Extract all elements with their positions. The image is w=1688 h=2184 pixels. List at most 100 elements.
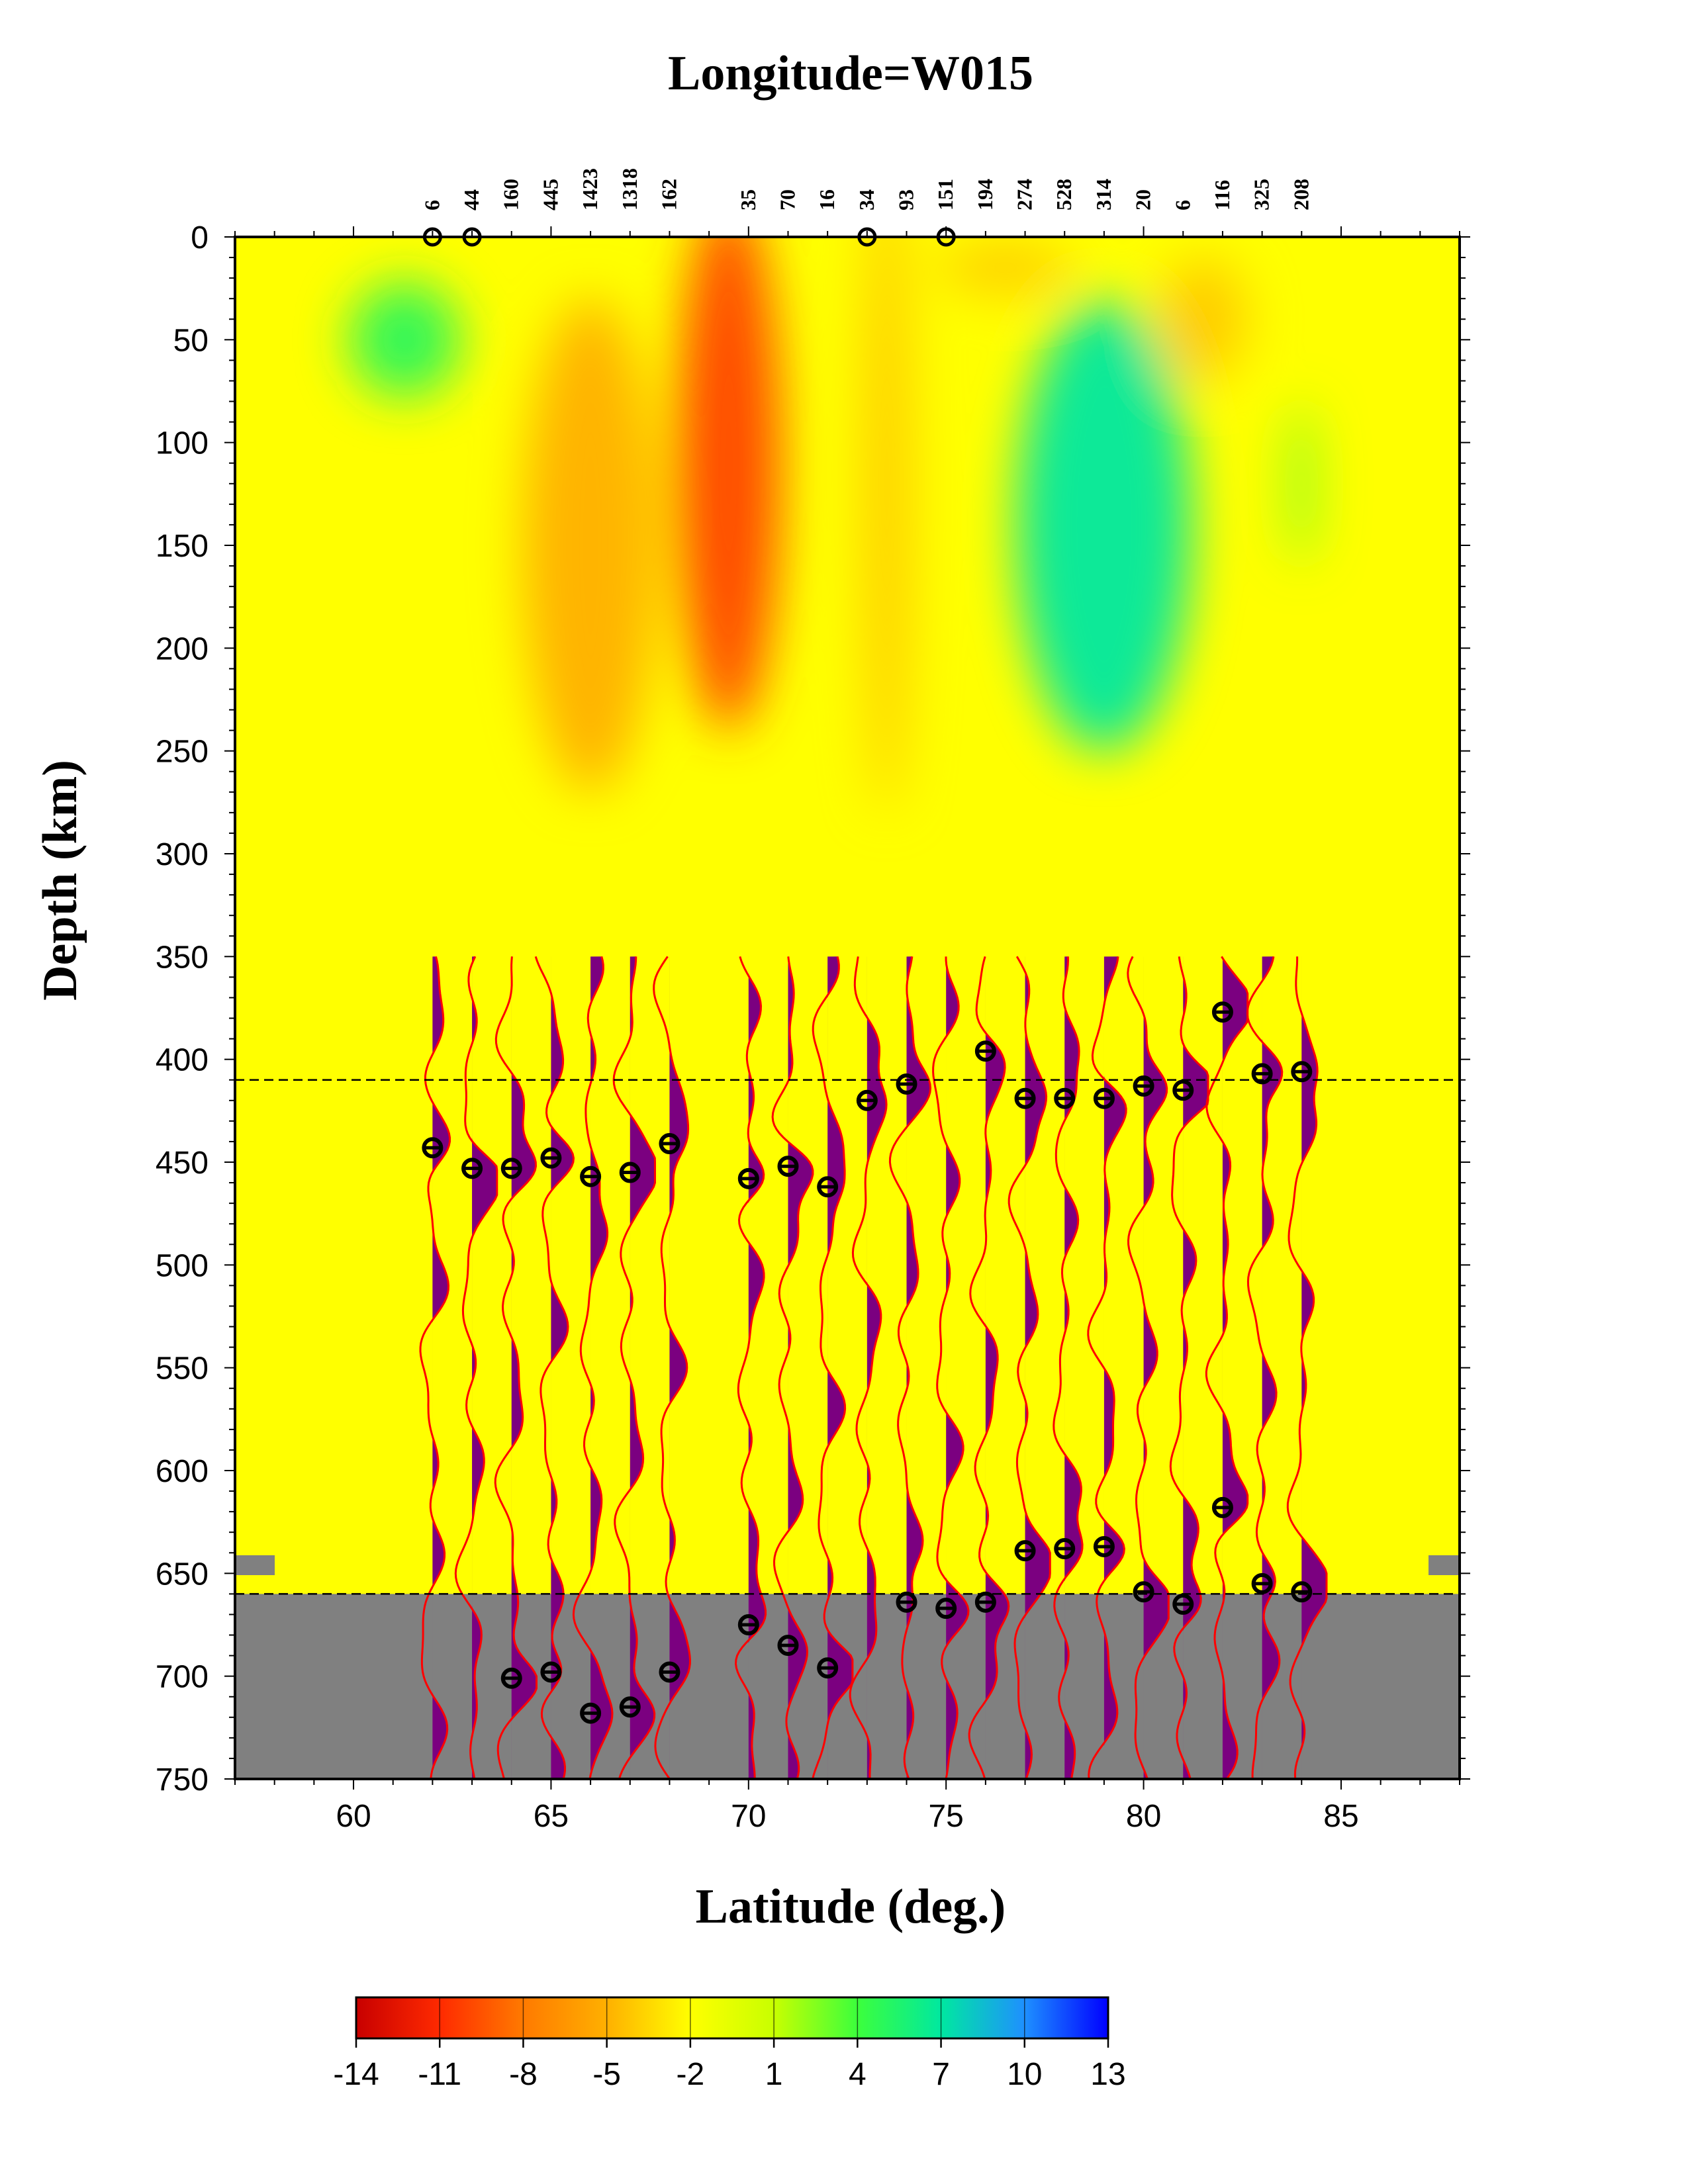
chart-title: Longitude=W015 [668, 46, 1033, 101]
pick-marker [1133, 1581, 1154, 1603]
trace-count-label: 16 [815, 189, 839, 210]
trace-line [888, 956, 932, 1779]
velocity-anomaly [1289, 401, 1314, 567]
colorbar-tick-label: 13 [1090, 2057, 1125, 2092]
pick-marker [777, 1635, 799, 1657]
pick-marker [580, 1165, 602, 1187]
trace-line [1053, 956, 1084, 1779]
y-tick-label: 700 [156, 1660, 209, 1695]
pick-marker [500, 1667, 522, 1689]
pick-marker [461, 1158, 483, 1179]
pick-marker [737, 1614, 759, 1635]
colorbar-ticks: -14 -11 -8 -5 -2 1 4 7 10 13 [333, 1997, 1126, 2092]
y-tick-label: 600 [156, 1454, 209, 1489]
trace-count-label: 151 [933, 179, 957, 210]
y-tick-label: 150 [156, 529, 209, 564]
trace-positive-fill [1262, 956, 1282, 1779]
colorbar-tick-label: -11 [418, 2057, 461, 2092]
axis-ticks [224, 226, 1470, 1790]
y-tick-label: 500 [156, 1248, 209, 1283]
surface-markers [422, 227, 956, 247]
pick-marker [777, 1156, 799, 1177]
x-tick-labels: 60 65 70 75 80 85 [336, 1799, 1358, 1834]
trace-count-label: 70 [775, 189, 799, 210]
colorbar-tick-label: 1 [765, 2057, 783, 2092]
plot-frame [234, 236, 1461, 1780]
y-tick-label: 450 [156, 1146, 209, 1181]
y-axis-label: Depth (km) [33, 760, 87, 1001]
colorbar-tick-label: 7 [932, 2057, 950, 2092]
trace-line [419, 956, 451, 1779]
y-tick-label: 300 [156, 837, 209, 872]
trace-count-label: 116 [1210, 180, 1234, 210]
trace-line [454, 956, 498, 1779]
y-tick-label: 400 [156, 1043, 209, 1078]
colorbar-gradient [355, 1996, 1109, 2040]
trace-positive-fill [1222, 956, 1248, 1779]
pick-marker [1093, 1087, 1115, 1109]
y-tick-label: 100 [156, 426, 209, 461]
trace-line [1246, 956, 1284, 1779]
pick-marker [1211, 1001, 1233, 1023]
y-tick-label: 200 [156, 631, 209, 666]
trace-positive-fill [946, 956, 968, 1779]
trace-line [572, 956, 614, 1779]
trace-count-label: 325 [1250, 179, 1274, 210]
pick-marker [1251, 1572, 1273, 1594]
pick-marker [1014, 1540, 1036, 1562]
trace-count-label: 194 [973, 179, 997, 210]
y-tick-label: 750 [156, 1762, 209, 1797]
pick-marker [1054, 1087, 1076, 1109]
trace-positive-fill [1064, 956, 1083, 1779]
trace-line [612, 956, 656, 1779]
trace-line [1286, 956, 1328, 1779]
pick-marker [1014, 1087, 1036, 1109]
trace-line [1205, 956, 1249, 1779]
pick-marker [974, 1040, 996, 1062]
x-tick-label: 65 [534, 1799, 569, 1834]
trace-line [771, 956, 814, 1779]
trace-count-label: 34 [855, 189, 878, 210]
trace-positive-fill [748, 956, 766, 1779]
surface-marker [462, 227, 482, 247]
x-tick-label: 70 [731, 1799, 766, 1834]
colorbar-tick-label: 10 [1007, 2057, 1042, 2092]
y-tick-label: 250 [156, 735, 209, 770]
colorbar-tick-label: -5 [592, 2057, 621, 2092]
velocity-anomaly-layer [350, 237, 1314, 813]
trace-count-label: 160 [499, 179, 523, 210]
trace-count-label: 162 [657, 179, 680, 210]
trace-line [494, 956, 538, 1779]
pick-marker [580, 1702, 602, 1724]
trace-count-label: 93 [894, 189, 918, 210]
gray-tab-left [235, 1555, 275, 1575]
trace-count-label: 274 [1013, 179, 1037, 210]
pick-marker [1093, 1535, 1115, 1557]
trace-line [849, 956, 888, 1779]
pick-marker [896, 1073, 917, 1095]
y-tick-label: 550 [156, 1351, 209, 1387]
surface-marker [422, 227, 442, 247]
trace-line [734, 956, 767, 1779]
y-tick-label: 350 [156, 940, 209, 975]
trace-line [1087, 956, 1127, 1779]
pick-marker [896, 1591, 917, 1613]
pick-marker [659, 1133, 680, 1155]
x-tick-label: 60 [336, 1799, 371, 1834]
velocity-anomaly [863, 237, 911, 813]
trace-line [932, 956, 970, 1779]
pick-marker [817, 1657, 839, 1679]
y-tick-labels: 0 50 100 150 200 250 300 350 400 450 500 550 600 650 7… [156, 220, 209, 1797]
x-tick-label: 80 [1126, 1799, 1161, 1834]
pick-marker [659, 1661, 680, 1683]
trace-line [1127, 956, 1170, 1779]
pick-marker [935, 1598, 957, 1619]
colorbar-tick-label: -2 [677, 2057, 705, 2092]
trace-line [968, 956, 1010, 1779]
pick-marker [619, 1161, 641, 1183]
trace-count-label: 35 [736, 189, 760, 210]
trace-count-labels: 6 44 160 445 1423 1318 162 35 70 16 34 93 151 194 274 5… [420, 168, 1313, 210]
trace-positive-fill [590, 956, 612, 1779]
pick-marker [1133, 1075, 1154, 1097]
